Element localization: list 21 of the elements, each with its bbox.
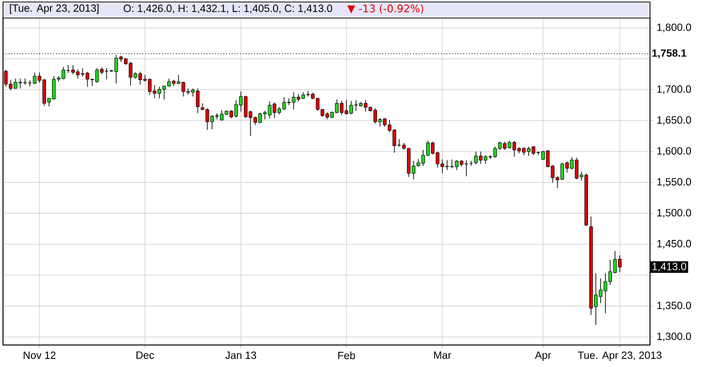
chart-subtitle: O: 1,426.0, H: 1,432.1, L: 1,405.0, C: 1,413.0 [124,4,332,14]
x-tick-label: Nov 12 [24,352,56,359]
chart-title: [Tue. Apr 23, 2013] [10,4,99,14]
y-tick-label: 1,600.0 [657,147,692,156]
x-tick-label: Mar [434,352,452,359]
ref-line-label: 1,758.1 [652,49,686,58]
text: ▼ -13 (-0.92%) [347,4,424,14]
y-tick-label: 1,700.0 [657,85,692,94]
y-tick-label: 1,450.0 [657,240,692,249]
x-tick-label: Apr [534,352,552,361]
text: 1,413.0 [652,262,686,272]
y-tick-label: 1,500.0 [657,209,692,218]
y-tick-label: 1,650.0 [657,116,692,125]
x-tick-label: Tue. Apr 23, 2013 [578,352,662,361]
y-tick-label: 1,300.0 [657,332,692,342]
x-tick-label: Dec [136,352,154,359]
y-tick-label: 1,350.0 [657,302,692,310]
y-tick-label: 1,550.0 [657,178,692,187]
y-tick-label: 1,800.0 [657,24,692,32]
x-tick-label: Feb [338,352,355,360]
x-tick-label: Jan 13 [225,352,256,359]
